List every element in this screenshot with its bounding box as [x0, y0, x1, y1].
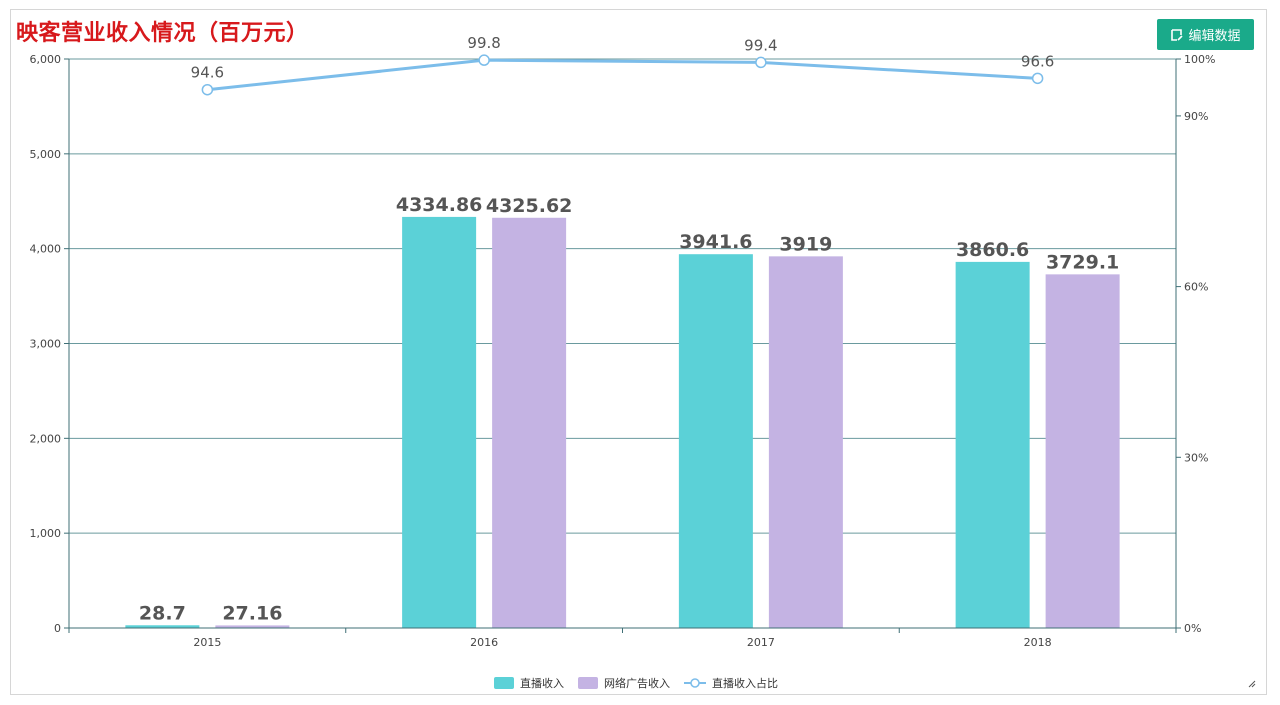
bar	[1045, 274, 1120, 628]
y-left-tick-label: 5,000	[30, 148, 62, 161]
x-tick-label: 2015	[193, 636, 221, 649]
edit-data-button[interactable]: 编辑数据	[1157, 19, 1254, 50]
line-point	[1031, 72, 1044, 85]
y-right-tick-label: 0%	[1184, 622, 1201, 635]
bar-data-label: 4325.62	[486, 195, 573, 217]
bar-data-label: 27.16	[222, 602, 282, 624]
line-data-label: 99.8	[467, 34, 500, 52]
line-point	[201, 83, 214, 96]
series-line	[207, 58, 1038, 92]
chart-title: 映客营业收入情况（百万元）	[16, 21, 309, 46]
y-right-tick-label: 100%	[1184, 53, 1215, 66]
legend-swatch	[578, 677, 598, 689]
bar-data-label: 3729.1	[1046, 251, 1119, 273]
legend-swatch	[494, 677, 514, 689]
line-data-label: 94.6	[191, 64, 224, 82]
bar-data-label: 3860.6	[956, 239, 1029, 261]
legend-label: 网络广告收入	[604, 676, 670, 690]
legend-label: 直播收入	[520, 676, 564, 690]
bar	[678, 254, 753, 628]
legend-line-marker	[690, 678, 700, 688]
y-left-tick-label: 3,000	[30, 338, 62, 351]
x-tick-label: 2016	[470, 636, 498, 649]
y-right-tick-label: 90%	[1184, 110, 1208, 123]
line-data-label: 96.6	[1021, 52, 1054, 70]
y-right-tick-label: 60%	[1184, 281, 1208, 294]
x-tick-label: 2017	[747, 636, 775, 649]
line-point	[755, 56, 767, 69]
y-left-tick-label: 6,000	[30, 53, 62, 66]
edit-data-label: 编辑数据	[1188, 29, 1241, 44]
edit-icon	[1171, 28, 1184, 41]
bar-data-label: 3941.6	[679, 231, 752, 253]
y-left-tick-label: 2,000	[30, 432, 62, 445]
bar-data-label: 28.7	[139, 602, 186, 624]
line-point	[478, 54, 490, 66]
y-left-tick-label: 4,000	[30, 243, 62, 256]
bar	[955, 261, 1030, 628]
bar-data-label: 4334.86	[396, 194, 483, 216]
y-right-tick-label: 30%	[1184, 451, 1208, 464]
bar	[402, 216, 477, 629]
bar	[215, 625, 290, 628]
y-left-tick-label: 1,000	[30, 527, 62, 540]
bar	[492, 217, 567, 628]
legend-label: 直播收入占比	[712, 676, 778, 690]
resize-handle-icon[interactable]	[1248, 680, 1256, 688]
y-left-tick-label: 0	[54, 622, 61, 635]
bar	[768, 256, 843, 628]
x-tick-label: 2018	[1024, 636, 1052, 649]
line-data-label: 99.4	[744, 36, 777, 54]
bar-data-label: 3919	[779, 233, 832, 255]
bar	[125, 625, 200, 628]
